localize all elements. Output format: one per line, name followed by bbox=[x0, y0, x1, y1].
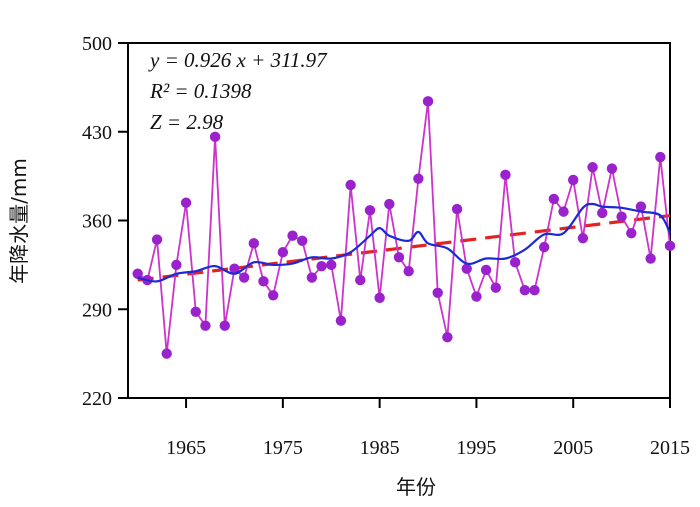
y-tick-label: 360 bbox=[82, 211, 112, 233]
observed-point bbox=[355, 274, 366, 286]
observed-series bbox=[132, 96, 676, 359]
annotation-block: y = 0.926 x + 311.97 R² = 0.1398 Z = 2.9… bbox=[148, 48, 328, 134]
observed-point bbox=[384, 198, 395, 210]
observed-point bbox=[538, 241, 550, 253]
observed-point bbox=[471, 291, 482, 302]
x-tick-label: 2005 bbox=[553, 437, 593, 459]
observed-point bbox=[461, 263, 472, 274]
observed-point bbox=[335, 315, 347, 326]
observed-point bbox=[209, 131, 221, 143]
x-axis-title: 年份 bbox=[396, 475, 436, 499]
observed-point bbox=[490, 282, 501, 293]
observed-point bbox=[229, 263, 240, 274]
observed-point bbox=[442, 331, 453, 343]
observed-point bbox=[151, 234, 163, 245]
observed-point bbox=[161, 348, 172, 359]
observed-point bbox=[432, 287, 443, 298]
y-tick-label: 290 bbox=[82, 299, 112, 321]
observed-point bbox=[519, 285, 531, 296]
x-tick-label: 1985 bbox=[360, 437, 400, 459]
observed-point bbox=[326, 259, 337, 271]
observed-point bbox=[413, 173, 424, 184]
observed-point bbox=[277, 246, 289, 258]
observed-point bbox=[509, 257, 521, 268]
trend-dashed-line bbox=[137, 213, 671, 282]
x-tick-label: 1975 bbox=[263, 437, 303, 459]
y-axis-title: 年降水量/mm bbox=[7, 158, 31, 284]
observed-point bbox=[171, 259, 182, 271]
observed-point bbox=[635, 201, 647, 212]
observed-point bbox=[616, 211, 627, 222]
observed-point bbox=[132, 268, 143, 279]
observed-point bbox=[364, 205, 376, 216]
observed-point bbox=[548, 193, 560, 205]
smoothed-curve bbox=[137, 202, 671, 283]
observed-point bbox=[529, 285, 540, 296]
y-tick-label: 500 bbox=[82, 33, 112, 55]
observed-point bbox=[248, 238, 260, 249]
trend-line bbox=[137, 213, 671, 282]
annotation-r2: R² = 0.1398 bbox=[149, 79, 252, 103]
observed-point bbox=[597, 207, 608, 219]
observed-point bbox=[374, 292, 385, 304]
observed-line bbox=[137, 101, 671, 354]
observed-point bbox=[267, 290, 279, 301]
x-tick-label: 2015 bbox=[650, 437, 690, 459]
observed-point bbox=[500, 169, 511, 181]
observed-point bbox=[587, 162, 598, 173]
observed-point bbox=[345, 179, 356, 191]
observed-point bbox=[568, 174, 579, 186]
annotation-equation: y = 0.926 x + 311.97 bbox=[148, 48, 328, 72]
y-tick-label: 220 bbox=[82, 388, 112, 410]
observed-point bbox=[626, 227, 637, 239]
smoothed-curve-path bbox=[137, 202, 671, 283]
x-tick-label: 1995 bbox=[456, 437, 496, 459]
observed-point bbox=[238, 272, 250, 283]
observed-point bbox=[190, 306, 201, 317]
annotation-z: Z = 2.98 bbox=[150, 110, 224, 134]
x-tick-label: 1965 bbox=[166, 437, 206, 459]
observed-point bbox=[403, 266, 414, 277]
observed-point bbox=[422, 96, 434, 107]
observed-point bbox=[645, 253, 656, 264]
observed-point bbox=[451, 203, 463, 215]
observed-point bbox=[606, 163, 618, 174]
observed-point bbox=[219, 320, 230, 331]
observed-point bbox=[664, 240, 676, 252]
observed-point bbox=[287, 230, 298, 241]
observed-point bbox=[393, 252, 405, 263]
observed-point bbox=[577, 233, 589, 244]
observed-point bbox=[480, 264, 492, 276]
observed-point bbox=[655, 151, 666, 163]
observed-point bbox=[306, 272, 318, 283]
observed-point bbox=[200, 320, 211, 331]
x-axis: 1965 1975 1985 1995 2005 2015 bbox=[166, 398, 690, 459]
observed-point bbox=[297, 235, 308, 246]
y-tick-label: 430 bbox=[82, 122, 112, 144]
observed-point bbox=[258, 276, 269, 287]
observed-point bbox=[316, 260, 327, 272]
observed-point bbox=[558, 206, 569, 217]
y-axis: 220 290 360 430 500 bbox=[82, 33, 128, 410]
observed-point bbox=[180, 197, 192, 208]
